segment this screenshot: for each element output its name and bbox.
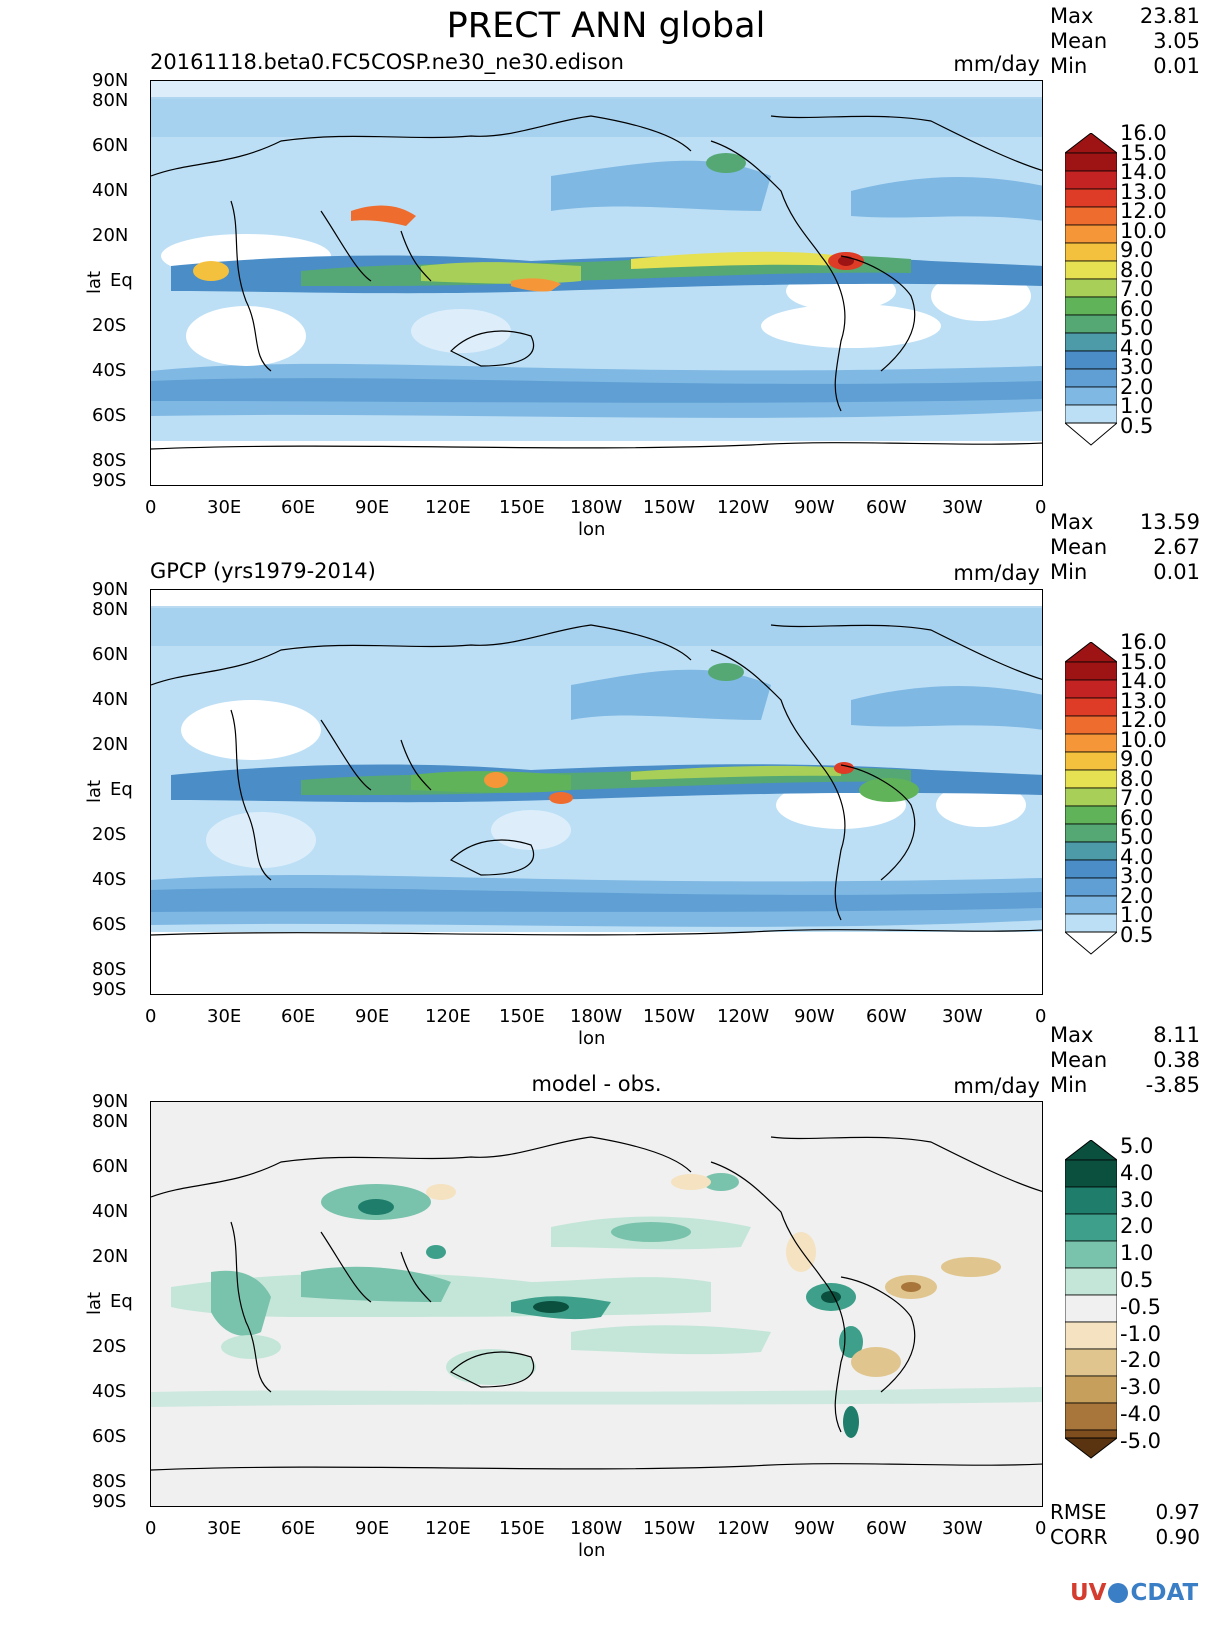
lat-tick: 60S bbox=[92, 914, 127, 935]
lon-tick: 150W bbox=[643, 1518, 696, 1539]
panel3-colorbar bbox=[1063, 1139, 1119, 1464]
lat-tick: 20S bbox=[92, 315, 127, 336]
figure-title: PRECT ANN global bbox=[446, 6, 766, 46]
lat-tick: 80S bbox=[92, 450, 127, 471]
lon-tick: 90E bbox=[355, 1006, 390, 1027]
lat-tick: 40S bbox=[92, 1381, 127, 1402]
lon-tick: 180W bbox=[570, 497, 623, 518]
lon-tick: 30W bbox=[942, 1518, 983, 1539]
lat-tick: Eq bbox=[110, 779, 133, 800]
lon-tick: 0 bbox=[1035, 1518, 1047, 1539]
lat-tick: 90S bbox=[92, 1491, 127, 1512]
panel2-colorbar-labels: 16.0 15.0 14.0 13.0 12.0 10.0 9.0 8.0 7.0 6.0… bbox=[1120, 630, 1167, 947]
lat-tick: 90N bbox=[92, 579, 129, 600]
lat-tick: 20S bbox=[92, 824, 127, 845]
lon-tick: 0 bbox=[1035, 1006, 1047, 1027]
lon-tick: 180W bbox=[570, 1518, 623, 1539]
panel1-subtitle: 20161118.beta0.FC5COSP.ne30_ne30.edison bbox=[150, 50, 624, 74]
lat-tick: 40N bbox=[92, 689, 129, 710]
lat-tick: 40S bbox=[92, 869, 127, 890]
lat-tick: 90N bbox=[92, 1091, 129, 1112]
panel1-colorbar-labels: 16.0 15.0 14.0 13.0 12.0 10.0 9.0 8.0 7.0 6.0… bbox=[1120, 121, 1167, 438]
lat-tick: 60S bbox=[92, 1426, 127, 1447]
lat-tick: 80N bbox=[92, 1111, 129, 1132]
lon-tick: 60E bbox=[281, 497, 316, 518]
lat-tick: 80N bbox=[92, 599, 129, 620]
footer-stats: RMSE 0.97 CORR 0.90 bbox=[1050, 1500, 1200, 1549]
lon-axis-label: lon bbox=[578, 519, 606, 540]
lat-tick: Eq bbox=[110, 1291, 133, 1312]
lat-tick: 20N bbox=[92, 734, 129, 755]
lat-tick: 60N bbox=[92, 1156, 129, 1177]
panel3-subtitle: model - obs. bbox=[531, 1072, 662, 1096]
panel3-stats: Max 8.11 Mean 0.38 Min -3.85 bbox=[1050, 1023, 1200, 1097]
panel3-colorbar-labels: 5.0 4.0 3.0 2.0 1.0 0.5 -0.5 -1.0 -2.0 -3.0 -… bbox=[1120, 1134, 1161, 1453]
panel1-map bbox=[150, 80, 1043, 486]
lon-tick: 0 bbox=[1035, 497, 1047, 518]
lon-tick: 180W bbox=[570, 1006, 623, 1027]
panel1-colorbar bbox=[1063, 132, 1119, 452]
panel1-units: mm/day bbox=[953, 52, 1040, 76]
lon-tick: 60W bbox=[866, 1518, 907, 1539]
panel2-units: mm/day bbox=[953, 561, 1040, 585]
lat-tick: 40N bbox=[92, 1201, 129, 1222]
lon-tick: 120E bbox=[425, 497, 471, 518]
panel2-subtitle: GPCP (yrs1979-2014) bbox=[150, 559, 376, 583]
lon-tick: 120W bbox=[717, 1006, 770, 1027]
lat-tick: 20N bbox=[92, 225, 129, 246]
lon-tick: 90W bbox=[794, 497, 835, 518]
lon-axis-label: lon bbox=[578, 1028, 606, 1049]
lon-tick: 30E bbox=[207, 1518, 242, 1539]
lon-tick: 0 bbox=[145, 1006, 157, 1027]
lat-tick: 80N bbox=[92, 90, 129, 111]
lon-tick: 30E bbox=[207, 497, 242, 518]
lat-tick: 20N bbox=[92, 1246, 129, 1267]
lon-tick: 30E bbox=[207, 1006, 242, 1027]
panel1-stats: Max 23.81 Mean 3.05 Min 0.01 bbox=[1050, 4, 1200, 78]
lon-axis-label: lon bbox=[578, 1540, 606, 1561]
lon-tick: 150W bbox=[643, 497, 696, 518]
lon-tick: 90E bbox=[355, 497, 390, 518]
lon-tick: 120E bbox=[425, 1518, 471, 1539]
lat-tick: 60S bbox=[92, 405, 127, 426]
lon-tick: 90E bbox=[355, 1518, 390, 1539]
lon-tick: 60W bbox=[866, 1006, 907, 1027]
lat-tick: 80S bbox=[92, 959, 127, 980]
lon-tick: 60E bbox=[281, 1518, 316, 1539]
panel3-units: mm/day bbox=[953, 1074, 1040, 1098]
lon-tick: 120E bbox=[425, 1006, 471, 1027]
panel2-stats: Max 13.59 Mean 2.67 Min 0.01 bbox=[1050, 510, 1200, 584]
lon-tick: 150E bbox=[499, 1006, 545, 1027]
lon-tick: 150W bbox=[643, 1006, 696, 1027]
lon-tick: 90W bbox=[794, 1518, 835, 1539]
lon-tick: 150E bbox=[499, 1518, 545, 1539]
lat-tick: 60N bbox=[92, 135, 129, 156]
panel2-map bbox=[150, 589, 1043, 995]
lon-tick: 60E bbox=[281, 1006, 316, 1027]
lon-tick: 60W bbox=[866, 497, 907, 518]
lat-axis-label: lat bbox=[84, 1291, 105, 1315]
lat-tick: 40N bbox=[92, 180, 129, 201]
lon-tick: 120W bbox=[717, 497, 770, 518]
panel2-colorbar bbox=[1063, 641, 1119, 961]
lat-tick: 60N bbox=[92, 644, 129, 665]
lat-tick: 90S bbox=[92, 470, 127, 491]
lat-tick: 90N bbox=[92, 70, 129, 91]
lat-axis-label: lat bbox=[84, 270, 105, 294]
uvcdat-logo: UV CDAT bbox=[1070, 1580, 1199, 1606]
lat-axis-label: lat bbox=[84, 779, 105, 803]
lon-tick: 30W bbox=[942, 1006, 983, 1027]
lat-tick: 80S bbox=[92, 1471, 127, 1492]
panel3-map bbox=[150, 1101, 1043, 1507]
lat-tick: 40S bbox=[92, 360, 127, 381]
lon-tick: 120W bbox=[717, 1518, 770, 1539]
lat-tick: Eq bbox=[110, 270, 133, 291]
lat-tick: 90S bbox=[92, 979, 127, 1000]
lon-tick: 90W bbox=[794, 1006, 835, 1027]
lon-tick: 30W bbox=[942, 497, 983, 518]
lon-tick: 0 bbox=[145, 1518, 157, 1539]
lon-tick: 0 bbox=[145, 497, 157, 518]
lon-tick: 150E bbox=[499, 497, 545, 518]
lat-tick: 20S bbox=[92, 1336, 127, 1357]
